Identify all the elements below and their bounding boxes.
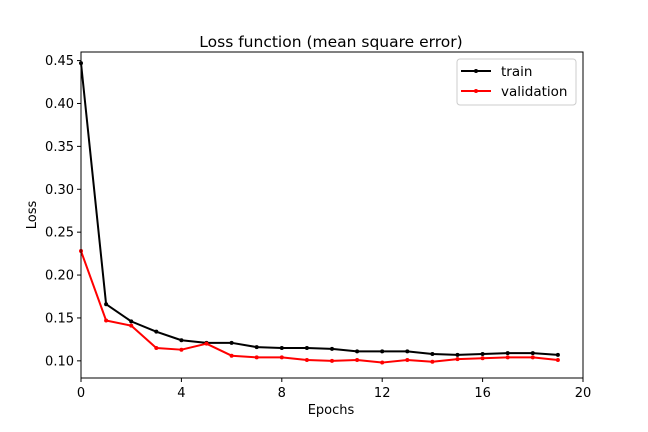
- chart-title: Loss function (mean square error): [199, 33, 462, 51]
- data-point-train: [405, 349, 410, 354]
- data-point-validation: [505, 355, 510, 360]
- x-tick-label: 16: [474, 386, 491, 401]
- data-point-validation: [254, 355, 259, 360]
- data-point-train: [279, 345, 284, 350]
- legend-validation-marker: [474, 89, 478, 93]
- data-point-train: [304, 345, 309, 350]
- data-point-train: [104, 302, 109, 307]
- data-point-train: [129, 319, 134, 324]
- legend-validation-label: validation: [501, 84, 567, 100]
- x-tick-label: 0: [77, 386, 85, 401]
- data-point-train: [555, 352, 560, 357]
- data-point-validation: [304, 357, 309, 362]
- x-tick-label: 4: [177, 386, 185, 401]
- data-point-validation: [154, 345, 159, 350]
- y-tick-label: 0.15: [45, 311, 74, 326]
- y-axis-label: Loss: [25, 201, 40, 230]
- data-point-train: [480, 351, 485, 356]
- legend-train-marker: [474, 69, 478, 73]
- data-point-train: [154, 329, 159, 334]
- series-layer: [79, 61, 560, 365]
- y-tick-label: 0.45: [45, 54, 74, 69]
- data-point-validation: [179, 347, 184, 352]
- series-line-validation: [80, 250, 559, 364]
- y-tick-label: 0.25: [45, 226, 74, 241]
- data-point-validation: [104, 318, 109, 323]
- data-point-train: [430, 351, 435, 356]
- plot-frame: [80, 51, 584, 379]
- x-tick-label: 20: [575, 386, 592, 401]
- y-tick-label: 0.30: [45, 183, 74, 198]
- legend: train validation: [456, 58, 577, 106]
- data-point-validation: [355, 357, 360, 362]
- legend-train-label: train: [501, 64, 532, 80]
- data-point-train: [229, 340, 234, 345]
- y-ticks: 0.10 0.15 0.20 0.25 0.30 0.35 0.40 0.45: [45, 54, 81, 369]
- data-point-train: [330, 346, 334, 351]
- data-point-validation: [430, 359, 435, 364]
- data-point-validation: [480, 356, 485, 361]
- data-point-validation: [279, 355, 284, 360]
- x-tick-label: 8: [278, 386, 286, 401]
- y-tick-label: 0.40: [45, 97, 74, 112]
- y-tick-label: 0.35: [45, 140, 74, 155]
- data-point-train: [355, 349, 360, 354]
- data-point-validation: [229, 353, 234, 358]
- data-point-validation: [555, 357, 560, 362]
- y-tick-label: 0.20: [45, 269, 74, 284]
- data-point-train: [530, 351, 535, 356]
- x-tick-label: 12: [374, 386, 391, 401]
- series-line-train: [80, 63, 558, 356]
- data-point-validation: [330, 358, 334, 363]
- data-point-validation: [204, 341, 209, 346]
- data-point-validation: [380, 360, 385, 365]
- data-point-train: [380, 349, 385, 354]
- data-point-train: [505, 351, 510, 356]
- data-point-train: [455, 352, 460, 357]
- x-ticks: 0 4 8 12 16 20: [77, 378, 591, 401]
- data-point-validation: [455, 357, 460, 362]
- data-point-train: [179, 338, 184, 343]
- data-point-validation: [530, 355, 535, 360]
- y-tick-label: 0.10: [45, 354, 74, 369]
- x-axis-label: Epochs: [308, 403, 355, 418]
- data-point-train: [254, 345, 259, 350]
- data-point-validation: [129, 323, 134, 328]
- data-point-validation: [405, 357, 410, 362]
